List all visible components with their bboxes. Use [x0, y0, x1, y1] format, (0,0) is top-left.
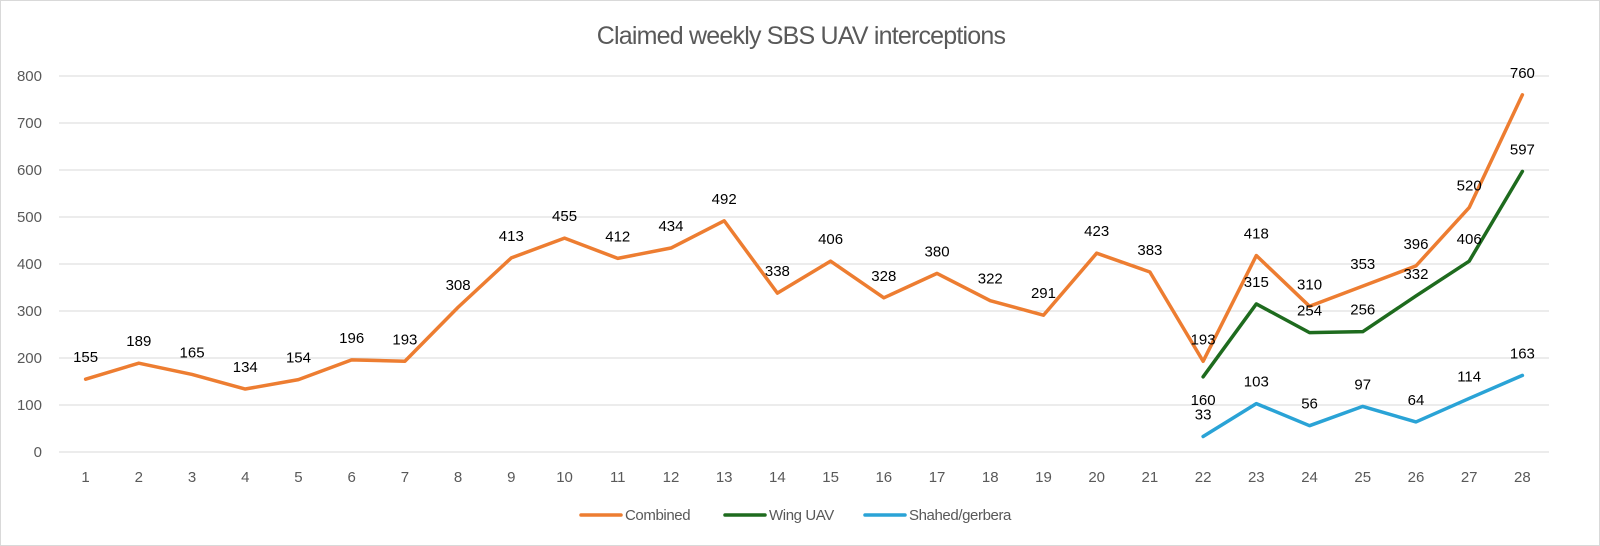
series-line-0: [83, 93, 1525, 391]
x-tick-label: 16: [875, 469, 892, 486]
legend-label: Wing UAV: [769, 507, 834, 524]
x-axis-ticks: 1 2 3 4 5 6 7 8 9 10 11 12 13 14 15 16 17 18 19 20 21 22 23 24 2…: [81, 469, 1530, 486]
y-tick-label: 300: [17, 303, 42, 320]
data-label: 163: [1510, 345, 1535, 362]
x-tick-label: 25: [1354, 469, 1371, 486]
x-tick-label: 22: [1195, 469, 1212, 486]
data-label: 291: [1031, 285, 1056, 302]
data-label: 134: [233, 359, 258, 376]
x-tick-label: 23: [1248, 469, 1265, 486]
x-tick-label: 11: [610, 469, 626, 486]
data-label: 597: [1510, 141, 1535, 158]
y-tick-label: 600: [17, 162, 42, 179]
data-label: 332: [1403, 266, 1428, 283]
x-tick-label: 4: [241, 469, 249, 486]
data-label: 396: [1403, 236, 1428, 253]
data-label: 492: [712, 191, 737, 208]
data-label: 256: [1350, 302, 1375, 319]
x-tick-label: 13: [716, 469, 733, 486]
x-tick-label: 5: [294, 469, 302, 486]
x-tick-label: 19: [1035, 469, 1052, 486]
x-tick-label: 7: [401, 469, 409, 486]
x-tick-label: 21: [1142, 469, 1159, 486]
data-label: 56: [1301, 396, 1318, 413]
data-label: 160: [1191, 392, 1216, 409]
x-tick-label: 10: [556, 469, 573, 486]
gridlines: [59, 75, 1549, 453]
y-tick-label: 800: [17, 68, 42, 85]
y-tick-label: 100: [17, 397, 42, 414]
data-label: 64: [1408, 392, 1425, 409]
data-label: 328: [871, 268, 896, 285]
data-label: 189: [126, 333, 151, 350]
data-label: 114: [1457, 368, 1481, 385]
data-label: 412: [605, 228, 630, 245]
x-tick-label: 12: [663, 469, 680, 486]
x-tick-label: 24: [1301, 469, 1318, 486]
data-label: 353: [1350, 256, 1375, 273]
x-tick-label: 27: [1461, 469, 1478, 486]
y-axis-ticks: 0 100 200 300 400 500 600 700 800: [17, 68, 42, 461]
x-tick-label: 28: [1514, 469, 1531, 486]
data-label: 154: [286, 350, 311, 367]
data-label: 254: [1297, 303, 1322, 320]
data-label: 310: [1297, 276, 1322, 293]
data-label: 308: [446, 277, 471, 294]
y-tick-label: 200: [17, 350, 42, 367]
data-label: 423: [1084, 223, 1109, 240]
chart-title: Claimed weekly SBS UAV interceptions: [597, 22, 1006, 50]
x-tick-label: 9: [507, 469, 515, 486]
legend-label: Combined: [625, 507, 690, 524]
data-label: 103: [1244, 374, 1269, 391]
data-label: 338: [765, 263, 790, 280]
x-tick-label: 15: [822, 469, 839, 486]
x-tick-label: 18: [982, 469, 999, 486]
data-label: 196: [339, 330, 364, 347]
x-tick-label: 1: [81, 469, 89, 486]
data-label: 315: [1244, 274, 1269, 291]
y-tick-label: 700: [17, 115, 42, 132]
data-label: 193: [392, 331, 417, 348]
data-label: 413: [499, 228, 524, 245]
data-label: 383: [1137, 242, 1162, 259]
x-tick-label: 8: [454, 469, 462, 486]
legend: Combined Wing UAV Shahed/gerbera: [579, 507, 1012, 524]
x-tick-label: 20: [1088, 469, 1105, 486]
y-tick-label: 0: [34, 444, 42, 461]
x-tick-label: 14: [769, 469, 786, 486]
x-tick-label: 3: [188, 469, 196, 486]
data-label: 520: [1457, 178, 1482, 195]
data-label: 165: [180, 344, 205, 361]
data-labels: 155 189 165 134 154 196 193 308 413 455 412 434 492 3…: [73, 65, 1535, 424]
data-label: 33: [1195, 406, 1212, 423]
data-label: 455: [552, 208, 577, 225]
data-label: 406: [818, 231, 843, 248]
data-label: 193: [1191, 331, 1216, 348]
data-label: 97: [1354, 376, 1371, 393]
data-label: 434: [658, 218, 683, 235]
y-tick-label: 500: [17, 209, 42, 226]
x-tick-label: 17: [929, 469, 946, 486]
data-label: 322: [978, 271, 1003, 288]
x-tick-label: 26: [1408, 469, 1425, 486]
x-tick-label: 2: [135, 469, 143, 486]
y-tick-label: 400: [17, 256, 42, 273]
data-label: 406: [1457, 231, 1482, 248]
series-lines: [83, 93, 1525, 439]
data-label: 155: [73, 349, 98, 366]
series-line-1: [1201, 169, 1525, 379]
data-label: 380: [925, 243, 950, 260]
data-label: 418: [1244, 226, 1269, 243]
series-line-2: [1201, 373, 1525, 439]
x-tick-label: 6: [348, 469, 356, 486]
data-label: 760: [1510, 65, 1535, 82]
legend-label: Shahed/gerbera: [909, 507, 1012, 524]
